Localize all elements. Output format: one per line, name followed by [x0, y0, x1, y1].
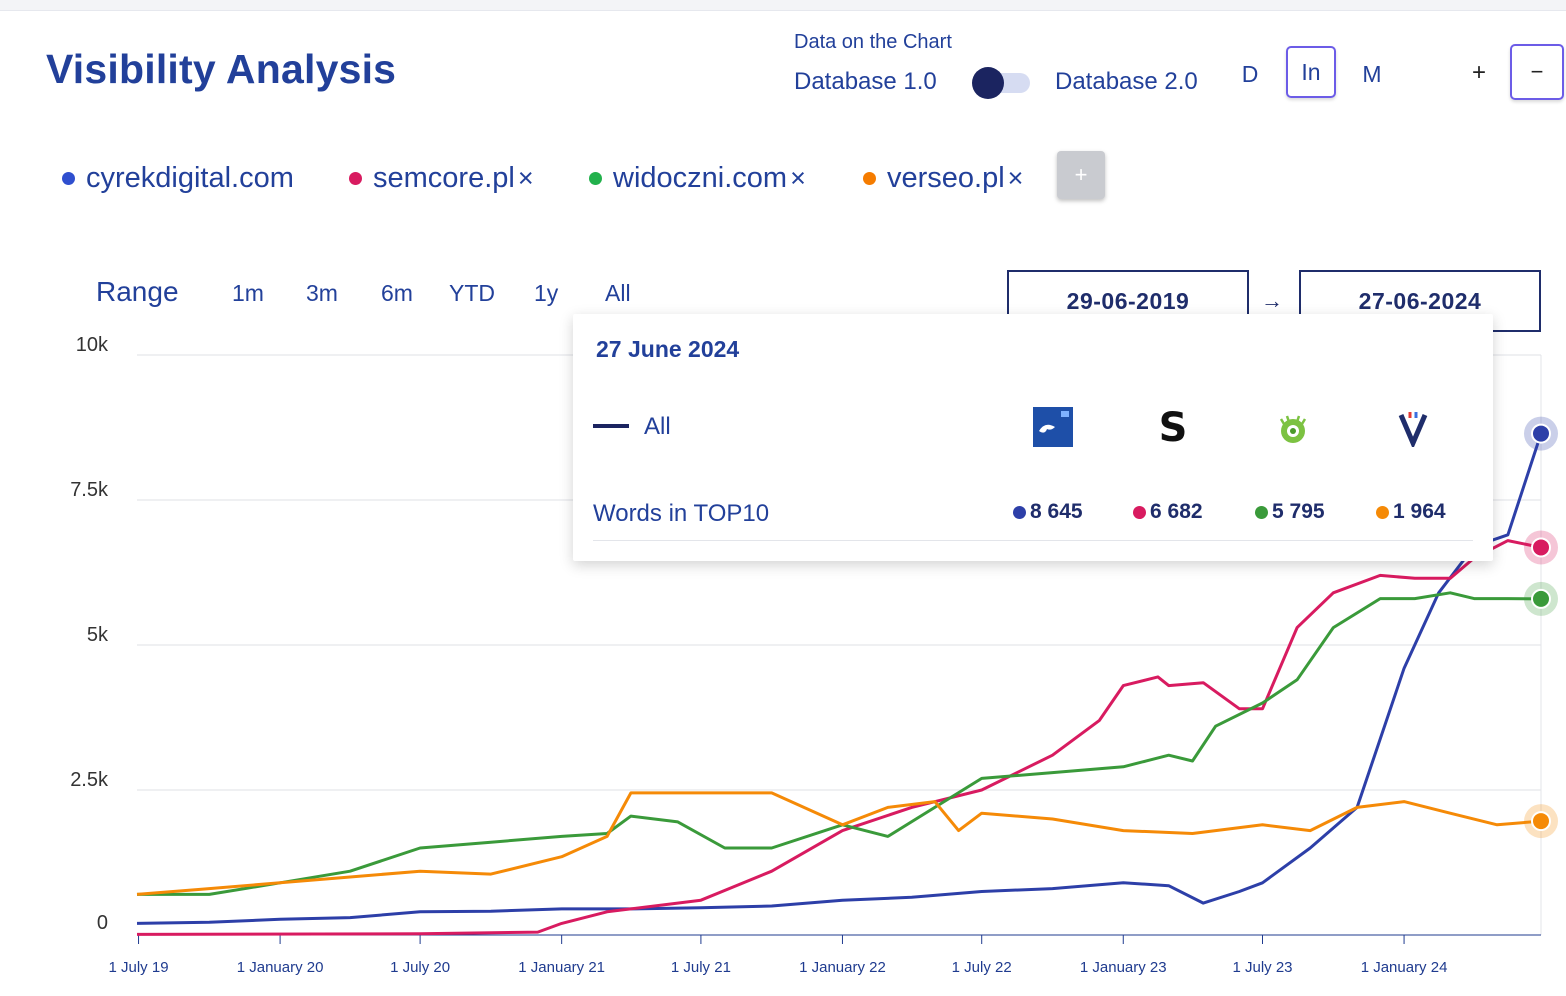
chart-lines [136, 433, 1543, 936]
y-tick-label: 2.5k [70, 769, 108, 791]
x-tick-label: 1 January 23 [1080, 959, 1167, 976]
x-tick-label: 1 July 23 [1232, 959, 1292, 976]
range-1m-button[interactable]: 1m [232, 280, 264, 306]
x-tick-label: 1 July 22 [952, 959, 1012, 976]
legend-item-widoczni[interactable]: widoczni.com × [589, 158, 806, 198]
end-marker-cyrekdigital.com [1531, 423, 1551, 444]
database-1-label[interactable]: Database 1.0 [794, 68, 937, 95]
verseo-v-logo-icon [1390, 404, 1436, 450]
y-tick-label: 10k [75, 334, 108, 356]
range-ytd-button[interactable]: YTD [449, 280, 495, 306]
data-on-chart-caption: Data on the Chart [794, 31, 952, 53]
series-line-cyrekdigital.com [136, 433, 1543, 925]
chart-tooltip: 27 June 2024 All S Words in TOP10 8 645 … [573, 314, 1493, 561]
remove-widoczni-icon[interactable]: × [790, 162, 806, 193]
toggle-knob [972, 67, 1004, 99]
x-tick-label: 1 July 20 [390, 959, 450, 976]
tooltip-value-semcore: 6 682 [1133, 500, 1203, 524]
x-tick-label: 1 January 24 [1361, 959, 1448, 976]
y-tick-label: 0 [96, 912, 108, 934]
legend-item-cyrekdigital[interactable]: cyrekdigital.com [62, 158, 294, 198]
cyrek-logo-icon [1030, 404, 1076, 450]
zoom-out-button[interactable]: − [1510, 44, 1564, 100]
x-tick-label: 1 July 21 [671, 959, 731, 976]
database-2-label[interactable]: Database 2.0 [1055, 68, 1198, 95]
legend-item-verseo[interactable]: verseo.pl × [863, 158, 1023, 198]
end-marker-widoczni.com [1531, 588, 1551, 609]
tooltip-value-cyrek: 8 645 [1013, 500, 1083, 524]
remove-semcore-icon[interactable]: × [517, 162, 534, 193]
x-tick-label: 1 July 19 [109, 959, 169, 976]
top-border [0, 0, 1566, 11]
widoczni-logo-icon [1270, 404, 1316, 450]
granularity-month-button[interactable]: M [1362, 60, 1382, 87]
series-line-verseo.pl [136, 791, 1542, 896]
zoom-in-button[interactable]: + [1471, 59, 1486, 86]
page-title: Visibility Analysis [46, 46, 397, 92]
svg-text:S: S [1159, 407, 1188, 447]
legend-label: cyrekdigital.com [86, 161, 294, 194]
tooltip-all-label: All [644, 413, 671, 440]
tooltip-value-verseo: 1 964 [1376, 500, 1446, 524]
x-tick-label: 1 January 22 [799, 959, 886, 976]
range-label: Range [96, 276, 179, 307]
x-tick-label: 1 January 21 [518, 959, 605, 976]
semcore-s-logo-icon: S [1150, 404, 1196, 450]
end-marker-semcore.pl [1531, 537, 1551, 558]
y-tick-label: 5k [86, 624, 108, 646]
remove-verseo-icon[interactable]: × [1007, 162, 1024, 193]
legend-dot [349, 171, 362, 185]
granularity-day-button[interactable]: D [1241, 60, 1259, 87]
tooltip-series-dash [593, 424, 629, 428]
range-all-button[interactable]: All [605, 280, 631, 306]
database-toggle[interactable] [972, 67, 1030, 99]
legend-dot [62, 171, 75, 185]
granularity-interval-button[interactable]: In [1286, 46, 1336, 98]
legend-dot [863, 171, 876, 185]
tooltip-metric-label: Words in TOP10 [593, 500, 770, 527]
tooltip-divider [593, 540, 1473, 541]
date-range-arrow: → [1261, 288, 1283, 313]
legend-label: widoczni.com [613, 161, 788, 194]
range-6m-button[interactable]: 6m [381, 280, 413, 306]
legend-label: semcore.pl [373, 161, 515, 194]
range-1y-button[interactable]: 1y [534, 280, 559, 306]
legend-label: verseo.pl [887, 161, 1005, 194]
x-tick-label: 1 January 20 [237, 959, 324, 976]
chart-end-markers [1524, 416, 1558, 839]
x-axis: 1 July 19 1 January 20 1 July 20 1 January … [109, 934, 1541, 976]
series-line-semcore.pl [136, 539, 1542, 936]
y-tick-label: 7.5k [70, 479, 108, 501]
legend-item-semcore[interactable]: semcore.pl × [349, 158, 534, 198]
tooltip-date: 27 June 2024 [596, 336, 740, 362]
legend-dot [589, 171, 602, 185]
add-domain-button[interactable]: + [1057, 151, 1105, 199]
range-3m-button[interactable]: 3m [306, 280, 338, 306]
tooltip-value-widoczni: 5 795 [1255, 500, 1325, 524]
end-marker-verseo.pl [1531, 811, 1551, 832]
series-line-widoczni.com [137, 591, 1542, 896]
